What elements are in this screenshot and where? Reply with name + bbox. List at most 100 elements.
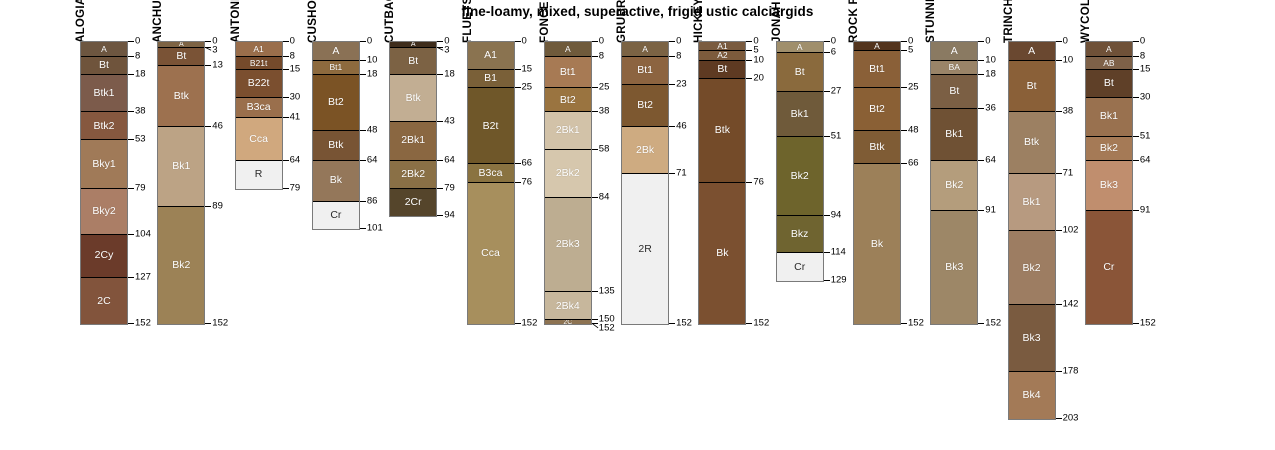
soil-horizon[interactable]: 2Bk3 [544,197,591,293]
soil-horizon[interactable]: Bkz [776,216,823,254]
soil-horizon[interactable]: B3ca [235,97,282,119]
soil-horizon[interactable]: 2Bk4 [544,292,591,321]
soil-horizon[interactable]: Bk4 [1008,372,1055,419]
soil-horizon[interactable]: A [776,42,823,54]
profile-column[interactable]: A1 A2 Bt Btk Bk [698,41,747,325]
soil-horizon[interactable]: Bt [81,56,127,76]
soil-horizon[interactable]: Bk2 [1008,231,1055,306]
soil-horizon[interactable]: Bk2 [158,207,205,324]
soil-horizon[interactable]: B21t [235,56,282,70]
profile-column[interactable]: A Bt Btk Bk1 Bk2 [157,41,206,325]
soil-horizon[interactable]: A [81,42,127,57]
soil-horizon[interactable]: Bt1 [312,60,359,76]
soil-horizon[interactable]: Bk1 [776,92,823,137]
soil-horizon[interactable]: Bt [699,60,746,80]
soil-horizon[interactable]: Bt2 [312,75,359,132]
soil-horizon[interactable]: A [931,42,978,61]
soil-horizon[interactable]: 2C [81,277,127,324]
profile-column[interactable]: A Bt1 Bt2 2Bk 2R [621,41,670,325]
soil-horizon[interactable]: Bt [1085,69,1132,98]
soil-horizon[interactable]: Bt1 [544,56,591,89]
soil-horizon[interactable]: Bt [158,47,205,67]
soil-horizon[interactable]: 2Cy [81,234,127,278]
soil-horizon[interactable]: Btk2 [81,112,127,141]
soil-horizon[interactable]: 2C [544,320,591,324]
soil-horizon[interactable]: A [1085,42,1132,57]
profile-column[interactable]: A AB Bt Bk1 Bk2 Bk3 Cr [1084,41,1133,325]
soil-horizon[interactable]: A [312,42,359,61]
soil-horizon[interactable]: Bt [1008,60,1055,113]
soil-horizon[interactable]: Bk2 [776,136,823,217]
profile-column[interactable]: A Bt Bk1 Bk2 Bkz Cr [775,41,824,283]
profile-column[interactable]: A Bt Btk1 Btk2 Bky1 Bky2 2Cy 2C [80,41,128,325]
soil-horizon[interactable]: Btk [158,66,205,128]
soil-horizon[interactable]: Btk [312,131,359,161]
soil-horizon[interactable]: Cr [312,201,359,230]
profile-column[interactable]: A Bt Btk Bk1 Bk2 Bk3 Bk4 [1007,41,1056,420]
soil-horizon[interactable]: Bky1 [81,140,127,189]
soil-horizon[interactable]: Bk3 [1085,160,1132,211]
soil-horizon[interactable]: Bk [854,164,900,324]
soil-horizon[interactable]: B2t [467,88,514,165]
soil-horizon[interactable]: A [622,42,669,57]
soil-horizon[interactable]: 2R [622,173,669,324]
soil-horizon[interactable]: Bk [699,182,746,324]
soil-horizon[interactable]: Bky2 [81,188,127,235]
soil-horizon[interactable]: Cr [776,253,823,282]
soil-horizon[interactable]: B3ca [467,164,514,183]
profile-column[interactable]: A BA Bt Bk1 Bk2 Bk3 [930,41,979,325]
soil-horizon[interactable]: BA [931,60,978,76]
soil-horizon[interactable]: Cca [467,182,514,324]
soil-horizon[interactable]: A1 [467,42,514,70]
profile-column[interactable]: A Bt Btk 2Bk1 2Bk2 2Cr [389,41,438,218]
soil-horizon[interactable]: Btk [1008,112,1055,174]
soil-horizon[interactable]: Btk [854,131,900,165]
soil-horizon[interactable]: Bk2 [1085,136,1132,161]
soil-horizon[interactable]: Bk2 [931,160,978,211]
profile-column[interactable]: A Bt1 Bt2 Btk Bk [853,41,901,325]
soil-horizon[interactable]: Bt [390,47,437,76]
soil-horizon[interactable]: Bt2 [544,88,591,113]
soil-horizon[interactable]: A [158,42,205,48]
soil-horizon[interactable]: Bt1 [854,51,900,89]
soil-horizon[interactable]: Bk3 [1008,305,1055,373]
soil-horizon[interactable]: 2Cr [390,188,437,217]
soil-horizon[interactable]: A2 [699,51,746,61]
soil-horizon[interactable]: A [1008,42,1055,61]
soil-horizon[interactable]: A [854,42,900,52]
soil-horizon[interactable]: Bk1 [158,127,205,208]
soil-horizon[interactable]: Bk1 [1008,173,1055,232]
soil-horizon[interactable]: 2Bk2 [390,160,437,189]
soil-horizon[interactable]: B22t [235,69,282,98]
soil-horizon[interactable]: Bt [776,53,823,93]
profile-column[interactable]: A1 B1 B2t B3ca Cca [466,41,515,325]
soil-horizon[interactable]: Bt2 [622,84,669,128]
profile-column[interactable]: A1 B21t B22t B3ca Cca R [234,41,283,190]
soil-horizon[interactable]: Bt1 [622,56,669,85]
soil-horizon[interactable]: Bk3 [931,210,978,324]
soil-horizon[interactable]: 2Bk [622,127,669,174]
soil-horizon[interactable]: A1 [235,42,282,57]
soil-horizon[interactable]: A1 [699,42,746,52]
axis-tick [669,41,676,42]
soil-horizon[interactable]: Bk1 [931,108,978,161]
soil-horizon[interactable]: AB [1085,56,1132,70]
profile-column[interactable]: A Bt1 Bt2 2Bk1 2Bk2 2Bk3 2Bk4 2C [543,41,592,325]
soil-horizon[interactable]: 2Bk1 [544,112,591,150]
soil-horizon[interactable]: Bt2 [854,88,900,132]
soil-horizon[interactable]: B1 [467,69,514,89]
soil-horizon[interactable]: A [544,42,591,57]
soil-horizon[interactable]: Btk1 [81,75,127,113]
soil-horizon[interactable]: Cr [1085,210,1132,324]
soil-horizon[interactable]: 2Bk1 [390,121,437,161]
soil-horizon[interactable]: 2Bk2 [544,149,591,198]
soil-horizon[interactable]: Cca [235,118,282,161]
soil-horizon[interactable]: Btk [699,79,746,183]
soil-horizon[interactable]: Bt [931,75,978,109]
profile-column[interactable]: A Bt1 Bt2 Btk Bk Cr [311,41,360,231]
soil-horizon[interactable]: A [390,42,437,48]
soil-horizon[interactable]: R [235,160,282,189]
soil-horizon[interactable]: Bk [312,160,359,202]
soil-horizon[interactable]: Btk [390,75,437,122]
soil-horizon[interactable]: Bk1 [1085,97,1132,137]
